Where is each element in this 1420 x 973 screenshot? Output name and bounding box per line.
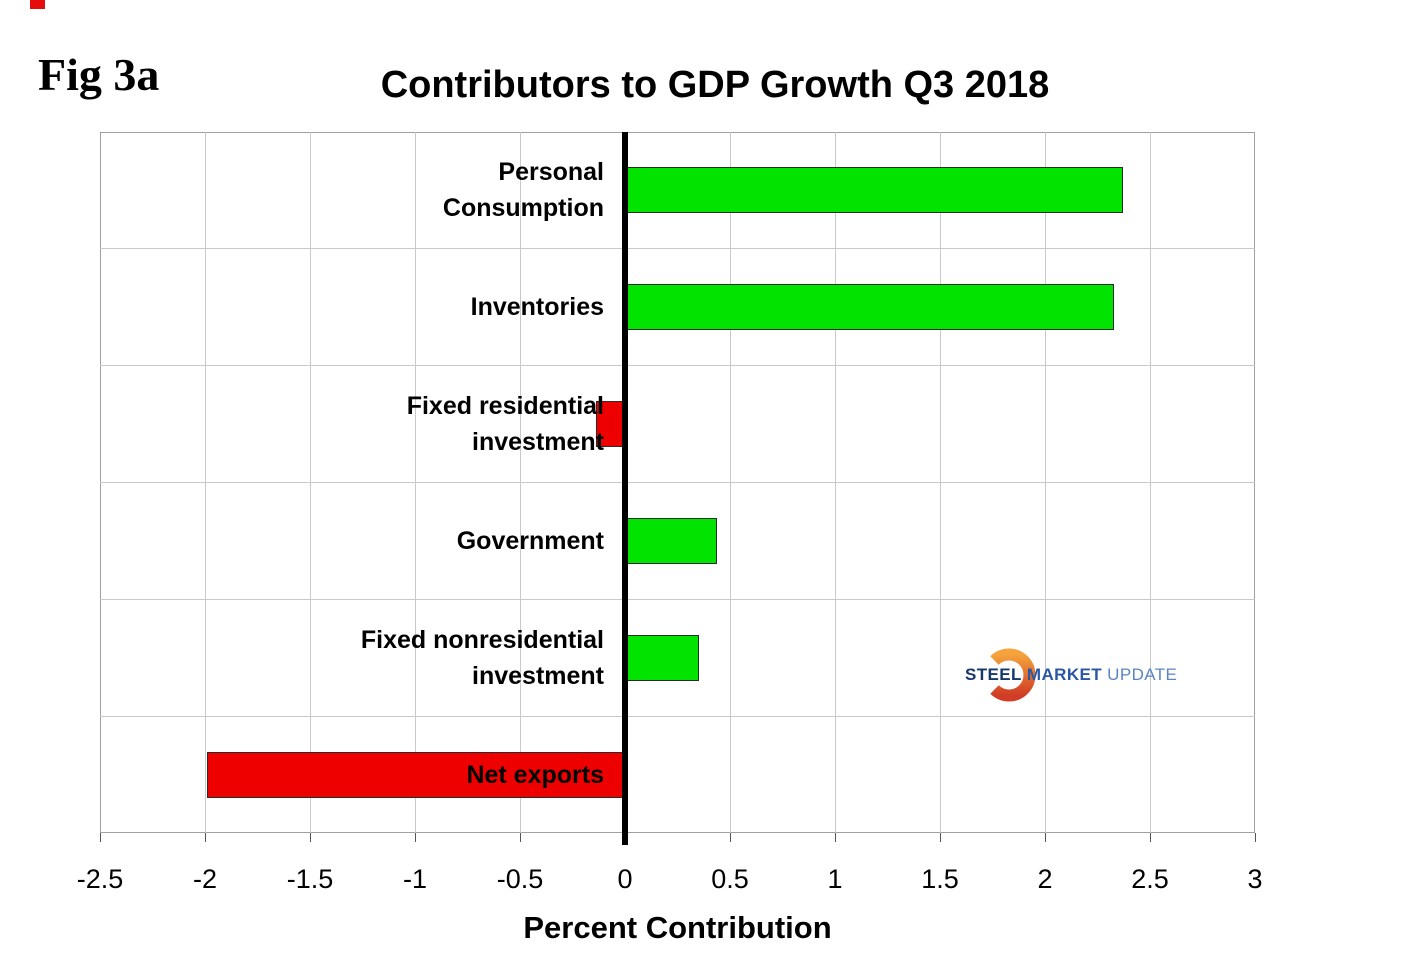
category-label: Fixed nonresidential investment [184, 599, 604, 716]
logo-word-steel: STEEL [965, 665, 1022, 684]
x-axis-tick [519, 833, 521, 842]
x-axis-title: Percent Contribution [523, 910, 832, 945]
x-axis-tick [729, 833, 731, 842]
bar-fixed-residential-investment [595, 401, 625, 448]
x-axis-tick-label: -1 [402, 864, 427, 894]
category-label-line: Consumption [442, 194, 604, 223]
x-axis-tick-label: -2.5 [76, 864, 124, 894]
x-axis-tick-label: -2 [192, 864, 217, 894]
logo-crescent-icon [990, 648, 1036, 702]
category-label: Inventories [184, 249, 604, 366]
horizontal-gridline [100, 598, 1255, 600]
horizontal-gridline [100, 715, 1255, 717]
bar-net-exports [207, 751, 625, 798]
bar-personal-consumption [625, 167, 1123, 214]
x-axis-tick-label: 0 [617, 864, 633, 894]
horizontal-gridline [100, 248, 1255, 250]
category-label-line: investment [472, 661, 604, 690]
logo-word-market: MARKET [1026, 665, 1103, 684]
chart-title: Contributors to GDP Growth Q3 2018 [380, 64, 1050, 106]
x-axis-tick [939, 833, 941, 842]
category-label-line: Government [456, 526, 604, 555]
category-label: Net exports [184, 716, 604, 833]
x-axis-tick-label: 3 [1247, 864, 1263, 894]
x-axis-tick-label: 2.5 [1131, 864, 1169, 894]
category-label: Personal Consumption [184, 132, 604, 249]
x-axis-tick [204, 833, 206, 842]
x-axis-tick [414, 833, 416, 842]
zero-axis-line [622, 132, 628, 845]
x-axis-tick-label: -0.5 [496, 864, 544, 894]
bar-fixed-nonresidential-investment [625, 634, 699, 681]
red-artifact-mark [30, 0, 45, 9]
x-axis-tick-label: 2 [1037, 864, 1053, 894]
bar-inventories [625, 284, 1115, 331]
x-axis-tick [1254, 833, 1256, 842]
category-label: Fixed residential investment [184, 366, 604, 483]
category-label-line: Inventories [470, 293, 604, 322]
x-axis-tick-label: 1.5 [921, 864, 959, 894]
steel-market-update-logo: STEEL MARKET UPDATE [965, 644, 1185, 706]
x-axis-tick-label: -1.5 [286, 864, 334, 894]
x-axis-tick [1044, 833, 1046, 842]
figure-label: Fig 3a [38, 49, 160, 100]
x-axis-tick [309, 833, 311, 842]
horizontal-gridline [100, 365, 1255, 367]
bar-government [625, 517, 718, 564]
category-label: Government [184, 483, 604, 600]
category-label-line: Fixed residential [406, 392, 604, 421]
x-axis-tick [99, 833, 101, 842]
category-label-line: Personal [498, 158, 604, 187]
category-label-line: Net exports [466, 760, 604, 789]
x-axis-tick-label: 0.5 [711, 864, 749, 894]
logo-word-update: UPDATE [1107, 665, 1178, 684]
x-axis-tick [834, 833, 836, 842]
horizontal-gridline [100, 482, 1255, 483]
category-label-line: investment [472, 428, 604, 457]
logo-text: STEEL MARKET UPDATE [965, 644, 1185, 706]
category-label-line: Fixed nonresidential [360, 625, 604, 654]
x-axis-tick [1149, 833, 1151, 842]
x-axis-tick-label: 1 [827, 864, 843, 894]
